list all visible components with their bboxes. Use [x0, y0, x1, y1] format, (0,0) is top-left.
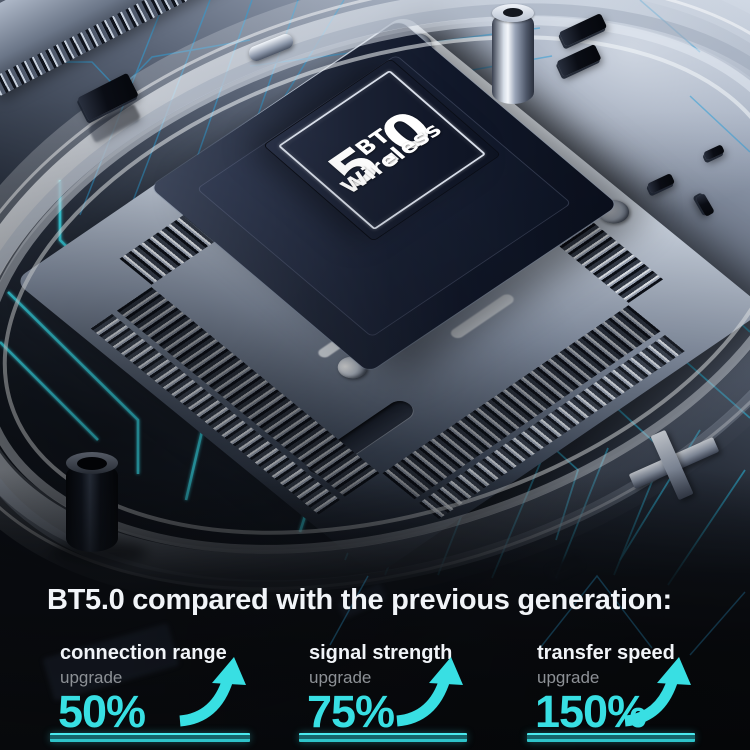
growth-arrow-icon: [396, 657, 463, 727]
stat-transfer-speed: transfer speed upgrade 150%: [527, 642, 695, 742]
stat-label: connection range: [60, 642, 227, 664]
stat-underline: [527, 733, 695, 742]
comparison-heading: BT5.0 compared with the previous generat…: [47, 584, 672, 616]
black-cylinder-hole: [77, 457, 107, 470]
growth-arrow-icon: [179, 657, 246, 727]
stat-label: transfer speed: [537, 642, 675, 664]
stat-value: 75%: [307, 686, 395, 737]
stat-value: 50%: [58, 686, 146, 737]
stat-underline: [50, 733, 250, 742]
bottom-fade: [0, 470, 750, 750]
metal-cylinder-hole: [503, 8, 523, 17]
growth-arrow-icon: [624, 657, 691, 727]
stat-value: 150%: [535, 686, 647, 737]
stat-signal-strength: signal strength upgrade 75%: [299, 642, 467, 742]
metal-cylinder: [492, 12, 534, 104]
stat-qualifier: upgrade: [60, 668, 123, 687]
stat-label: signal strength: [309, 642, 453, 664]
stat-qualifier: upgrade: [537, 668, 600, 687]
stat-qualifier: upgrade: [309, 668, 372, 687]
stat-connection-range: connection range upgrade 50%: [50, 642, 250, 742]
stat-underline: [299, 733, 467, 742]
